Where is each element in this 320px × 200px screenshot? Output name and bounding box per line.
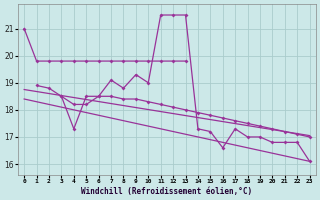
- X-axis label: Windchill (Refroidissement éolien,°C): Windchill (Refroidissement éolien,°C): [81, 187, 252, 196]
